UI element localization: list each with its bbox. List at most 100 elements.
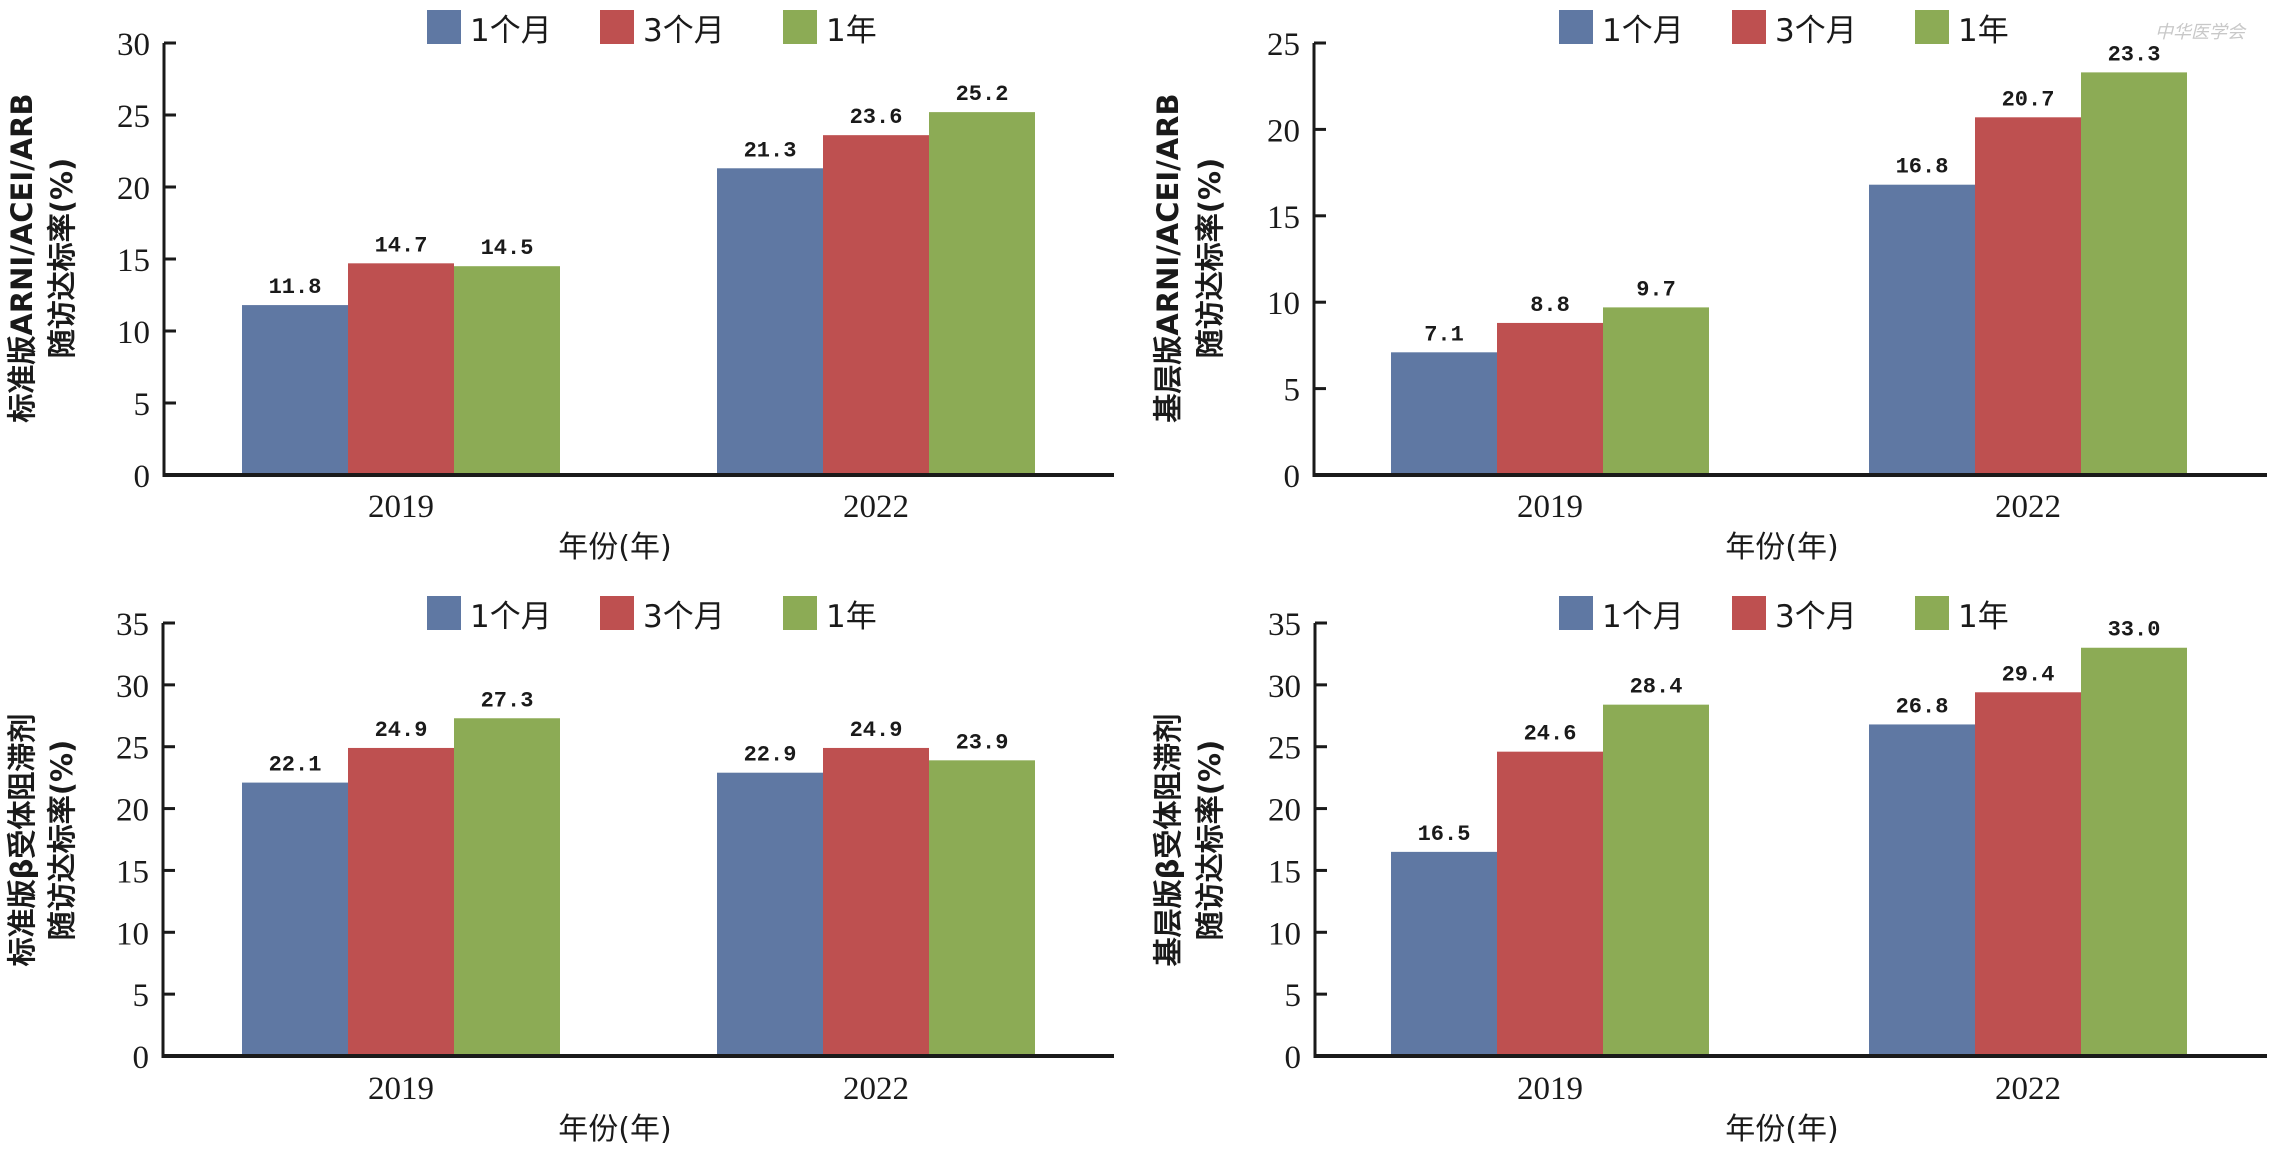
y-axis-title: 基层版β受体阻滞剂	[1151, 714, 1185, 967]
legend-label: 1个月	[470, 13, 552, 49]
y-tick-label: 10	[1268, 916, 1301, 952]
legend: 1个月 3个月 1年	[427, 10, 877, 49]
bar-group: 16.5 24.6 28.4	[1391, 675, 1709, 1056]
legend-item: 1个月	[1559, 10, 1684, 49]
bar	[823, 135, 929, 475]
data-label: 26.8	[1896, 694, 1949, 719]
legend-item: 1个月	[1559, 596, 1684, 635]
x-tick-label: 2022	[843, 489, 909, 525]
y-tick-label: 15	[116, 854, 149, 890]
bar	[1975, 117, 2081, 475]
legend-swatch	[600, 596, 634, 630]
data-label: 21.3	[744, 138, 797, 163]
y-axis-title: 随访达标率(%)	[1193, 158, 1227, 359]
y-tick-label: 0	[133, 1040, 150, 1076]
bar	[2081, 647, 2187, 1056]
legend-swatch	[1915, 596, 1949, 630]
legend-item: 1个月	[427, 10, 552, 49]
y-tick-label: 15	[1267, 200, 1300, 236]
panel-standard-arni: 1个月 3个月 1年 11.8 14.7 14.5 2019 21.3 23.6 25.2 2022…	[5, 10, 1114, 565]
y-tick-label: 25	[117, 99, 150, 135]
y-axis-title: 随访达标率(%)	[1193, 740, 1227, 941]
y-axis-title: 标准版ARNI/ACEI/ARB	[5, 93, 39, 422]
y-tick-label: 15	[117, 243, 150, 279]
bar	[1497, 751, 1603, 1056]
y-tick-label: 25	[1267, 27, 1300, 63]
data-label: 11.8	[269, 275, 322, 300]
legend-item: 1个月	[427, 596, 552, 635]
y-tick-label: 10	[117, 315, 150, 351]
y-axis-title: 基层版ARNI/ACEI/ARB	[1151, 93, 1185, 422]
legend-label: 1年	[1958, 599, 2009, 635]
legend: 1个月 3个月 1年	[1559, 596, 2009, 635]
legend: 1个月 3个月 1年	[427, 596, 877, 635]
data-label: 16.8	[1896, 155, 1949, 180]
bar-group: 22.1 24.9 27.3	[242, 688, 560, 1056]
y-tick-label: 20	[1267, 113, 1300, 149]
x-tick-label: 2019	[1517, 1071, 1583, 1107]
legend-swatch	[427, 10, 461, 44]
bar	[348, 263, 454, 475]
bar	[929, 760, 1035, 1056]
legend-label: 3个月	[1775, 13, 1857, 49]
bar	[242, 305, 348, 475]
legend-swatch	[1915, 10, 1949, 44]
data-label: 23.3	[2108, 42, 2161, 67]
bar-group: 21.3 23.6 25.2	[717, 82, 1035, 476]
bar	[1869, 724, 1975, 1056]
panel-primary-beta: 1个月 3个月 1年 16.5 24.6 28.4 2019 26.8 29.4 33.0 2022…	[1151, 596, 2267, 1147]
legend-label: 1年	[826, 599, 877, 635]
y-axis-title: 随访达标率(%)	[45, 740, 79, 941]
bar-group: 16.8 20.7 23.3	[1869, 42, 2187, 476]
x-tick-label: 2022	[1995, 1071, 2061, 1107]
legend-label: 1年	[826, 13, 877, 49]
y-tick-label: 0	[1285, 1040, 1302, 1076]
bar	[1869, 184, 1975, 476]
bar	[823, 747, 929, 1056]
data-label: 27.3	[481, 688, 534, 713]
bar	[1603, 307, 1709, 475]
legend-item: 3个月	[600, 10, 725, 49]
data-label: 20.7	[2002, 87, 2055, 112]
legend-label: 3个月	[1775, 599, 1857, 635]
data-label: 23.9	[956, 730, 1009, 755]
data-label: 24.6	[1524, 722, 1577, 747]
y-tick-label: 20	[116, 793, 149, 829]
data-label: 16.5	[1418, 822, 1471, 847]
y-tick-label: 5	[1284, 373, 1301, 409]
legend-swatch	[1559, 10, 1593, 44]
bar	[242, 782, 348, 1056]
y-tick-label: 25	[116, 731, 149, 767]
x-axis-title: 年份(年)	[1725, 530, 1838, 565]
data-label: 14.7	[375, 233, 428, 258]
bar	[1497, 322, 1603, 475]
legend-label: 3个月	[643, 599, 725, 635]
legend-swatch	[1559, 596, 1593, 630]
y-tick-label: 5	[133, 978, 150, 1014]
data-label: 28.4	[1630, 675, 1683, 700]
y-tick-label: 0	[134, 459, 151, 495]
y-tick-label: 10	[116, 916, 149, 952]
y-axis-title: 标准版β受体阻滞剂	[5, 714, 39, 967]
legend-item: 3个月	[1732, 10, 1857, 49]
bar	[717, 168, 823, 475]
bar	[2081, 72, 2187, 475]
y-tick-label: 0	[1284, 459, 1301, 495]
legend-label: 1个月	[1602, 599, 1684, 635]
y-tick-label: 10	[1267, 286, 1300, 322]
legend-swatch	[1732, 10, 1766, 44]
y-tick-label: 15	[1268, 854, 1301, 890]
x-tick-label: 2022	[1995, 489, 2061, 525]
data-label: 23.6	[850, 105, 903, 130]
data-label: 22.9	[744, 743, 797, 768]
y-tick-label: 35	[116, 607, 149, 643]
data-label: 33.0	[2108, 618, 2161, 643]
data-label: 8.8	[1530, 293, 1570, 318]
y-tick-label: 30	[1268, 669, 1301, 705]
bar	[1391, 352, 1497, 475]
legend-label: 1年	[1958, 13, 2009, 49]
data-label: 24.9	[375, 718, 428, 743]
y-tick-label: 30	[116, 669, 149, 705]
y-tick-label: 35	[1268, 607, 1301, 643]
